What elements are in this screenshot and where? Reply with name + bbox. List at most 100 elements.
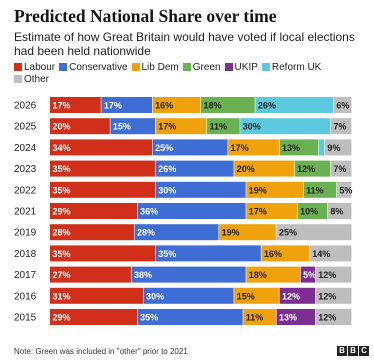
data-label: 25% xyxy=(279,228,297,238)
data-label: 12% xyxy=(318,291,336,301)
bar-segment-lib-dem xyxy=(228,139,279,156)
legend-label: UKIP xyxy=(234,62,258,73)
data-label: 9% xyxy=(327,143,340,153)
year-label: 2016 xyxy=(14,291,37,302)
data-label: 11% xyxy=(210,122,228,132)
bar-segment-reform-uk xyxy=(318,139,325,156)
bar-segment-lib-dem xyxy=(246,203,298,219)
bar-segment-labour xyxy=(50,97,101,113)
data-label: 16% xyxy=(155,101,173,111)
year-label: 2021 xyxy=(14,207,37,218)
bar-segment-conservative xyxy=(155,160,234,177)
bar-segment-labour xyxy=(50,309,137,325)
legend-item-green: Green xyxy=(182,62,221,74)
bar-segment-lib-dem xyxy=(152,97,201,113)
data-label: 25% xyxy=(155,143,173,153)
data-label: 11% xyxy=(246,313,264,323)
data-label: 31% xyxy=(53,291,71,301)
data-label: 35% xyxy=(53,249,71,259)
bar-segment-other xyxy=(330,160,352,177)
data-label: 16% xyxy=(264,249,282,259)
data-label: 26% xyxy=(258,101,276,111)
bar-segment-other xyxy=(333,97,352,113)
data-label: 12% xyxy=(282,291,300,301)
data-label: 17% xyxy=(158,122,176,132)
data-label: 34% xyxy=(53,143,71,153)
bar-segment-conservative xyxy=(155,245,261,262)
year-label: 2023 xyxy=(14,164,37,175)
data-label: 12% xyxy=(318,313,336,323)
legend-label: Labour xyxy=(24,62,56,73)
bar-segment-other xyxy=(276,224,352,241)
legend-item-other: Other xyxy=(14,74,49,86)
bar-segment-other xyxy=(327,203,352,219)
bar-segment-green xyxy=(207,118,240,135)
year-label: 2018 xyxy=(14,249,37,260)
bar-segment-labour xyxy=(50,118,110,135)
data-label: 11% xyxy=(306,185,324,195)
bar-segment-other xyxy=(324,139,352,156)
bar-segment-labour xyxy=(50,287,144,304)
data-label: 18% xyxy=(249,270,267,280)
bar-segment-green xyxy=(279,139,319,156)
bar-segment-conservative xyxy=(152,139,228,156)
data-label: 17% xyxy=(231,143,249,153)
bar-segment-reform-uk xyxy=(240,118,331,135)
data-label: 30% xyxy=(243,122,261,132)
data-label: 10% xyxy=(300,207,318,217)
bar-segment-ukip xyxy=(300,266,316,283)
bar-segment-lib-dem xyxy=(219,224,276,241)
data-label: 5% xyxy=(303,270,316,280)
legend-item-labour: Labour xyxy=(14,62,55,74)
legend-swatch xyxy=(131,63,140,71)
legend-item-ukip: UKIP xyxy=(224,62,258,74)
data-label: 15% xyxy=(237,291,255,301)
bar-segment-conservative xyxy=(143,287,234,304)
legend-label: Other xyxy=(24,74,50,85)
data-label: 13% xyxy=(282,143,300,153)
data-label: 17% xyxy=(104,101,122,111)
year-label: 2015 xyxy=(14,313,37,324)
data-label: 35% xyxy=(53,164,71,174)
bar-segment-green xyxy=(297,203,328,219)
bar-segment-green xyxy=(294,160,331,177)
year-label: 2024 xyxy=(14,143,37,154)
legend-label: Green xyxy=(192,62,221,73)
data-label: 29% xyxy=(53,207,71,217)
bar-segment-other xyxy=(330,118,352,135)
data-label: 26% xyxy=(158,164,176,174)
legend-label: Reform UK xyxy=(271,62,322,73)
data-label: 14% xyxy=(312,249,330,259)
data-label: 6% xyxy=(336,101,349,111)
data-label: 20% xyxy=(237,164,255,174)
bar-segment-labour xyxy=(50,181,156,198)
bar-segment-ukip xyxy=(279,287,316,304)
data-label: 17% xyxy=(249,207,267,217)
chart-legend: Labour Conservative Lib Dem Green UKIP Reform… xyxy=(14,62,354,86)
bar-segment-lib-dem xyxy=(261,245,310,262)
data-label: 8% xyxy=(330,207,343,217)
bar-segment-lib-dem xyxy=(155,118,207,135)
legend-item-conservative: Conservative xyxy=(59,62,128,74)
data-label: 35% xyxy=(53,185,71,195)
data-label: 36% xyxy=(140,207,158,217)
bar-segment-conservative xyxy=(137,203,246,219)
bar-segment-other xyxy=(315,287,352,304)
data-label: 17% xyxy=(53,101,71,111)
data-label: 7% xyxy=(333,122,346,132)
data-label: 19% xyxy=(222,228,240,238)
data-label: 12% xyxy=(297,164,315,174)
data-label: 12% xyxy=(318,270,336,280)
data-label: 19% xyxy=(249,185,267,195)
bar-segment-lib-dem xyxy=(234,287,279,304)
bar-segment-lib-dem xyxy=(234,160,295,177)
legend-swatch xyxy=(224,63,233,71)
data-label: 35% xyxy=(140,313,158,323)
legend-item-lib-dem: Lib Dem xyxy=(131,62,179,74)
year-label: 2019 xyxy=(14,228,37,239)
bbc-logo-letter: C xyxy=(359,346,369,356)
data-label: 30% xyxy=(158,185,176,195)
bar-segment-conservative xyxy=(101,97,153,113)
legend-label: Lib Dem xyxy=(141,62,179,73)
bar-segment-labour xyxy=(50,266,131,283)
